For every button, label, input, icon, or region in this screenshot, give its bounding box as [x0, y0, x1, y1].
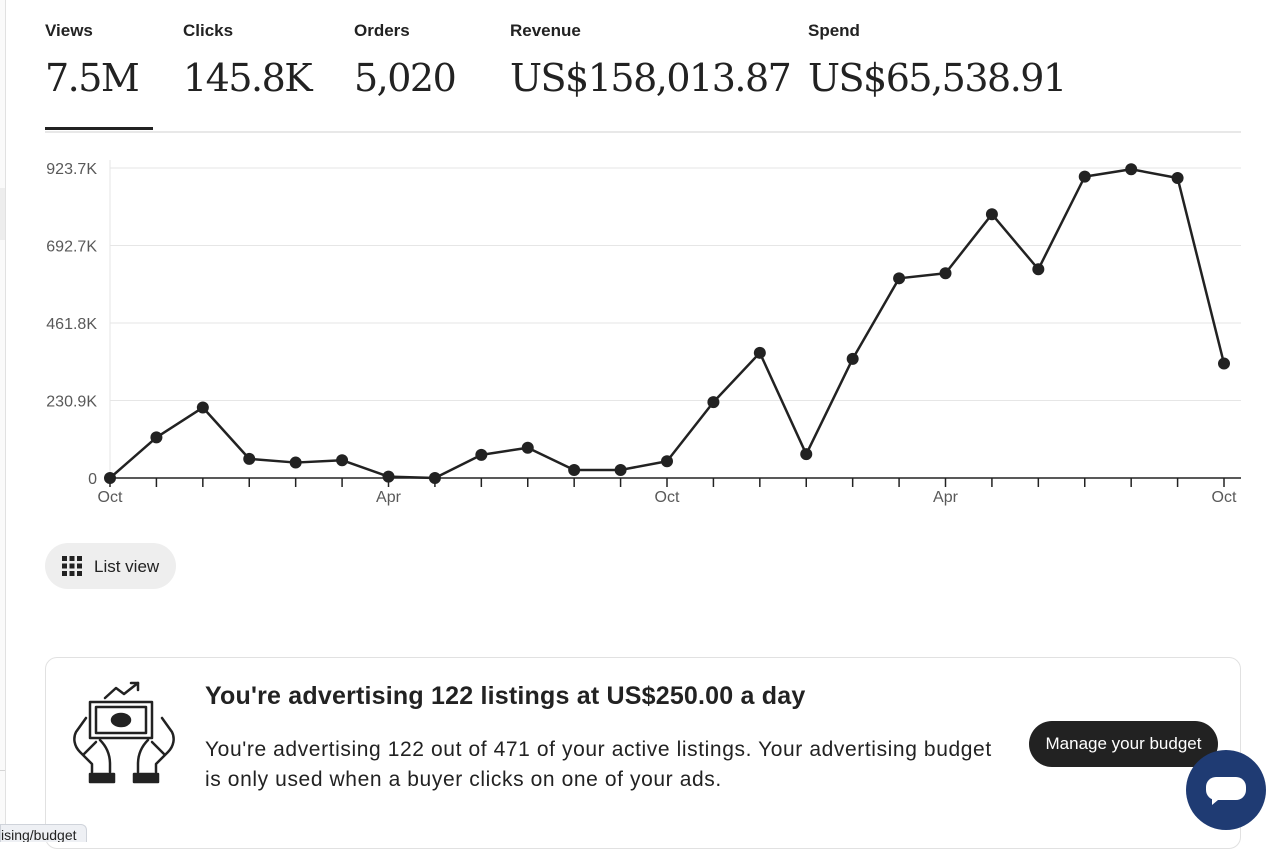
data-point	[1218, 357, 1230, 370]
status-bar-url: ising/budget	[0, 824, 87, 842]
views-series-line	[109, 167, 1226, 480]
chat-bubble-icon	[1206, 777, 1246, 800]
data-point	[800, 448, 813, 461]
x-tick-label: Apr	[933, 489, 959, 506]
grid-icon	[62, 556, 82, 576]
y-tick-label: 0	[88, 471, 97, 488]
left-sidebar-edge	[0, 0, 6, 839]
money-hands-icon	[73, 681, 175, 784]
data-point	[196, 401, 209, 414]
stat-value: 5,020	[354, 56, 457, 100]
stat-label: Clicks	[183, 21, 234, 40]
y-tick-label: 230.9K	[46, 394, 97, 411]
active-tab-underline	[45, 127, 153, 130]
data-point	[521, 441, 534, 454]
stat-label: Orders	[354, 21, 410, 40]
y-tick-label: 923.7K	[46, 161, 97, 178]
data-point	[1125, 163, 1138, 176]
stat-label: Revenue	[510, 21, 581, 40]
data-point	[104, 472, 116, 484]
manage-budget-tooltip[interactable]: Manage your budget	[1029, 721, 1218, 767]
list-view-label: List view	[94, 557, 160, 576]
data-point	[1078, 170, 1091, 183]
x-tick-label: Oct	[98, 489, 123, 506]
data-point	[846, 352, 859, 365]
data-point	[568, 463, 581, 476]
list-view-button[interactable]: List view	[45, 543, 176, 589]
data-point	[753, 346, 766, 359]
data-point	[1032, 263, 1045, 276]
data-point	[893, 272, 906, 285]
y-tick-label: 692.7K	[46, 239, 97, 256]
data-point	[382, 470, 395, 483]
data-point	[150, 431, 163, 444]
x-tick-label: Apr	[376, 489, 402, 506]
x-tick-label: Oct	[655, 489, 680, 506]
y-tick-label: 461.8K	[46, 316, 97, 333]
views-line-chart: 0 230.9K 461.8K 692.7K 923.7K Oct Apr Oct Apr Oct	[46, 160, 1241, 506]
stats-tabs: Views 7.5M Clicks 145.8K Orders 5,020 Re…	[45, 0, 1241, 133]
data-point	[1171, 171, 1184, 184]
stat-value: US$158,013.87	[510, 56, 792, 100]
promo-title: You're advertising 122 listings at US$25…	[205, 682, 806, 710]
stat-value: 7.5M	[45, 56, 140, 100]
sidebar-selected-marker	[0, 188, 5, 240]
x-tick-label: Oct	[1212, 489, 1237, 506]
data-point	[985, 208, 998, 221]
data-point	[475, 448, 488, 461]
data-point	[289, 456, 302, 469]
data-point	[243, 452, 256, 465]
data-point	[428, 472, 441, 484]
data-point	[939, 267, 952, 280]
sidebar-divider	[0, 770, 5, 771]
data-point	[614, 463, 627, 476]
stat-label: Spend	[808, 21, 860, 40]
stat-value: US$65,538.91	[808, 56, 1067, 100]
data-point	[336, 454, 349, 467]
chat-button[interactable]	[1186, 750, 1266, 830]
data-point	[661, 455, 673, 468]
promo-body: You're advertising 122 out of 471 of you…	[205, 738, 992, 791]
data-point	[707, 396, 720, 409]
stat-value: 145.8K	[183, 56, 313, 100]
chat-bubble-tail	[1212, 795, 1224, 805]
stat-label: Views	[45, 21, 93, 40]
